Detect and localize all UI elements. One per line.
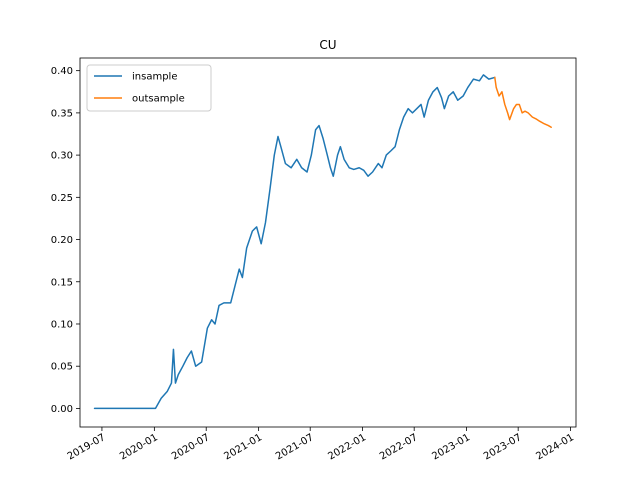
y-tick-label: 0.30 — [51, 151, 73, 162]
legend-label-insample: insample — [132, 72, 177, 83]
y-tick-label: 0.10 — [51, 319, 73, 330]
y-tick-label: 0.00 — [51, 404, 73, 415]
series-layer — [93, 74, 552, 410]
y-tick-label: 0.15 — [51, 277, 73, 288]
legend-label-outsample: outsample — [132, 94, 185, 105]
chart-title: CU — [319, 38, 336, 52]
y-tick-label: 0.35 — [51, 108, 73, 119]
y-axis: 0.00 0.05 0.10 0.15 0.20 0.25 0.30 0.35 0.40 — [51, 66, 80, 415]
series-line-insample — [93, 74, 496, 410]
y-tick-label: 0.40 — [51, 66, 73, 77]
legend: insample outsample — [86, 64, 212, 112]
series-line-outsample — [494, 76, 552, 128]
y-tick-label: 0.20 — [51, 235, 73, 246]
y-tick-label: 0.05 — [51, 362, 73, 373]
y-tick-label: 0.25 — [51, 193, 73, 204]
plot-area-frame — [79, 57, 577, 428]
